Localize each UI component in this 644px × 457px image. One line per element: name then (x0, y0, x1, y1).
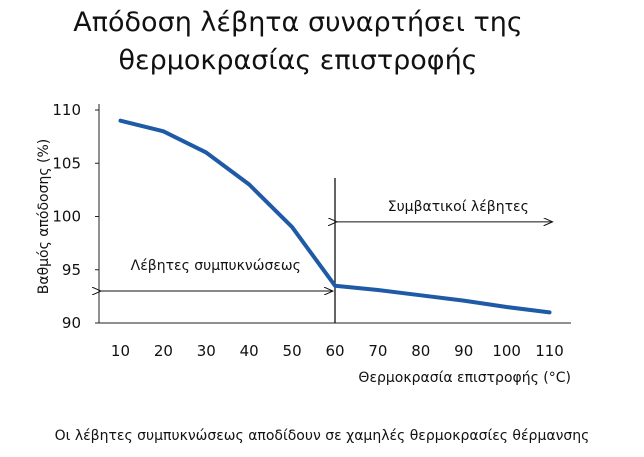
x-tick-label: 80 (411, 342, 430, 360)
range-label-1: Λέβητες συμπυκνώσεως (131, 258, 301, 274)
data-point (161, 129, 165, 133)
y-tick-label: 95 (62, 261, 81, 279)
y-tick-label: 90 (62, 314, 81, 332)
data-point (419, 293, 423, 297)
x-tick-label: 60 (325, 342, 344, 360)
x-tick-label: 10 (111, 342, 130, 360)
y-tick-label: 100 (52, 208, 81, 226)
x-tick-label: 70 (368, 342, 387, 360)
x-tick-label: 20 (154, 342, 173, 360)
data-point (290, 225, 294, 229)
data-point (505, 305, 509, 309)
x-tick-label: 30 (197, 342, 216, 360)
chart-caption: Οι λέβητες συμπυκνώσεως αποδίδουν σε χαμ… (54, 428, 590, 444)
x-axis-title: Θερμοκρασία επιστροφής (°C) (358, 370, 571, 386)
x-tick-label: 90 (454, 342, 473, 360)
y-axis-title: Βαθμός απόδοσης (%) (36, 139, 52, 295)
chart-title: Απόδοση λέβητα συναρτήσει της θερμοκρασί… (0, 4, 596, 80)
y-tick-label: 105 (52, 154, 81, 172)
chart-title-line-1: Απόδοση λέβητα συναρτήσει της (73, 7, 523, 38)
y-tick-label: 110 (52, 101, 81, 119)
data-point (548, 310, 552, 314)
x-tick-label: 50 (283, 342, 302, 360)
data-point (247, 183, 251, 187)
chart-title-line-2: θερμοκρασίας επιστροφής (118, 45, 478, 76)
x-tick-label: 110 (535, 342, 564, 360)
data-point (376, 288, 380, 292)
range-label-2: Συμβατικοί λέβητες (388, 199, 529, 215)
x-tick-label: 40 (240, 342, 259, 360)
data-point (333, 284, 337, 288)
data-point (204, 151, 208, 155)
data-point (118, 119, 122, 123)
data-point (462, 299, 466, 303)
x-tick-label: 100 (492, 342, 521, 360)
